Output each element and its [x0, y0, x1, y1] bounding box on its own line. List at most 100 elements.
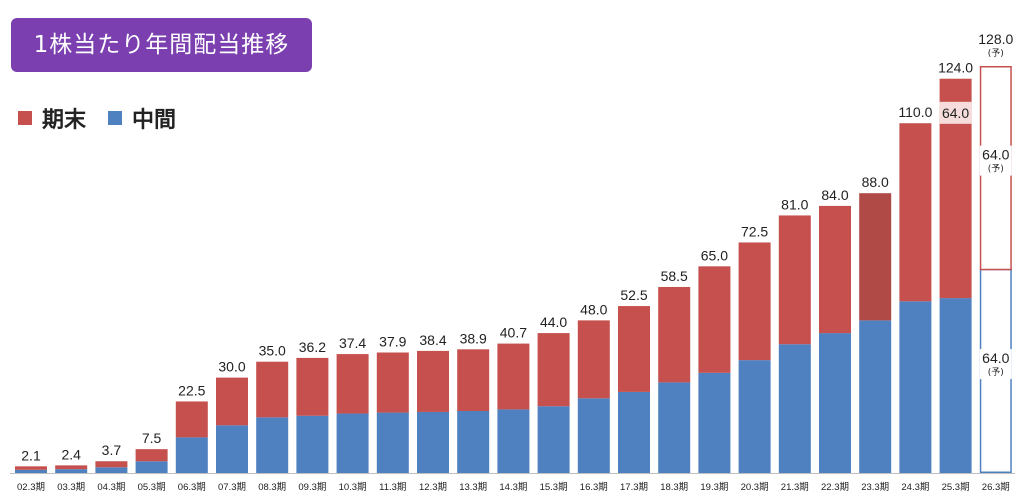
- bar-period-end: [899, 123, 932, 302]
- bar-interim: [899, 301, 932, 473]
- bar-total-label: 58.5: [661, 268, 688, 284]
- x-tick-label: 04.3期: [97, 482, 125, 493]
- annotation-forecast-interim-note: (予): [988, 367, 1004, 378]
- forecast-total-note: (予): [988, 48, 1004, 59]
- annotation-bg-25-3: [939, 101, 972, 124]
- legend: 期末 中間: [18, 103, 198, 133]
- legend-swatch-period-end: [18, 111, 32, 125]
- bar-total-label: 2.4: [61, 446, 81, 462]
- bar-interim: [497, 409, 530, 473]
- bar-period-end: [216, 377, 248, 426]
- bar-period-end: [457, 349, 490, 411]
- x-tick-label: 05.3期: [138, 482, 166, 493]
- bar-interim: [859, 320, 892, 473]
- bar-period-end: [778, 215, 811, 345]
- bar-period-end: [296, 357, 329, 416]
- bar-total-label: 48.0: [580, 301, 607, 317]
- bar-interim: [417, 411, 449, 473]
- bar-interim: [216, 425, 248, 473]
- bar-period-end: [698, 266, 731, 373]
- bar-period-end: [618, 306, 650, 392]
- legend-item-interim: 中間: [108, 102, 176, 134]
- bar-interim: [15, 469, 47, 473]
- bar-total-label: 38.4: [419, 332, 446, 348]
- annotation-forecast-period-end-note: (予): [988, 164, 1004, 175]
- bar-total-label: 124.0: [938, 60, 973, 76]
- x-tick-label: 02.3期: [17, 482, 45, 493]
- bar-total-label: 22.5: [178, 382, 205, 398]
- bar-interim: [618, 391, 650, 473]
- bar-total-label: 65.0: [701, 247, 728, 263]
- bar-total-label: 30.0: [218, 359, 245, 375]
- legend-label-period-end: 期末: [42, 108, 87, 133]
- legend-item-period-end: 期末: [18, 102, 86, 134]
- bar-period-end: [859, 193, 892, 321]
- x-tick-label: 22.3期: [821, 482, 849, 493]
- bar-total-label: 81.0: [781, 196, 808, 212]
- x-tick-label: 07.3期: [218, 482, 246, 493]
- bar-total-label: 7.5: [142, 430, 162, 446]
- legend-swatch-interim: [108, 111, 123, 125]
- x-tick-label: 10.3期: [339, 482, 367, 493]
- bar-total-label: 36.2: [299, 339, 326, 355]
- x-tick-label: 19.3期: [700, 482, 728, 493]
- x-tick-label: 23.3期: [861, 482, 889, 493]
- bar-period-end: [577, 320, 610, 399]
- bar-interim: [577, 398, 610, 473]
- annotation-forecast-interim: 64.0: [982, 350, 1009, 366]
- bar-interim: [658, 382, 691, 473]
- bar-period-end: [15, 466, 47, 470]
- x-tick-label: 25.3期: [942, 482, 970, 493]
- x-tick-label: 08.3期: [258, 482, 286, 493]
- x-tick-label: 24.3期: [901, 482, 929, 493]
- x-tick-label: 18.3期: [660, 482, 688, 493]
- bar-total-label: 52.5: [620, 287, 647, 303]
- x-tick-label: 16.3期: [580, 482, 608, 493]
- x-tick-label: 20.3期: [741, 482, 769, 493]
- bar-interim: [175, 437, 208, 473]
- bar-total-label: 84.0: [821, 187, 848, 203]
- bar-interim: [698, 372, 731, 473]
- chart-title: 1株当たり年間配当推移: [11, 18, 312, 72]
- bar-period-end: [175, 401, 208, 438]
- x-tick-label: 17.3期: [620, 482, 648, 493]
- bar-period-end: [658, 286, 691, 383]
- bar-interim: [135, 461, 168, 473]
- bar-period-end: [55, 465, 88, 470]
- bar-total-label: 110.0: [898, 104, 932, 120]
- bar-period-end: [95, 461, 128, 468]
- bar-period-end: [336, 354, 369, 414]
- bar-total-label: 72.5: [741, 223, 768, 239]
- bar-total-label: 128.0: [978, 31, 1013, 47]
- bar-total-label: 2.1: [21, 447, 41, 463]
- x-tick-label: 15.3期: [540, 482, 568, 493]
- x-tick-label: 12.3期: [419, 482, 447, 493]
- x-tick-label: 03.3期: [57, 482, 85, 493]
- bar-interim: [376, 412, 409, 473]
- bar-period-end: [376, 352, 409, 413]
- bar-interim: [55, 469, 88, 473]
- bar-total-label: 38.9: [460, 330, 487, 346]
- bar-period-end: [537, 333, 570, 407]
- bar-total-label: 37.4: [339, 335, 366, 351]
- bar-period-end: [417, 350, 449, 412]
- bar-total-label: 88.0: [862, 174, 889, 190]
- bar-interim: [819, 333, 851, 473]
- bar-period-end: [135, 449, 168, 462]
- bar-interim: [738, 360, 771, 473]
- bar-total-label: 37.9: [379, 333, 406, 349]
- bar-interim: [537, 406, 570, 473]
- x-tick-label: 11.3期: [379, 482, 406, 493]
- bar-interim: [457, 410, 490, 473]
- x-tick-label: 09.3期: [298, 482, 326, 493]
- x-tick-label: 06.3期: [178, 482, 206, 493]
- bar-total-label: 35.0: [259, 343, 286, 359]
- bar-period-end: [738, 242, 771, 361]
- bar-interim: [778, 344, 811, 473]
- bar-total-label: 40.7: [500, 325, 527, 341]
- x-tick-label: 26.3期: [982, 482, 1010, 493]
- x-tick-label: 14.3期: [499, 482, 527, 493]
- bar-interim: [939, 298, 972, 473]
